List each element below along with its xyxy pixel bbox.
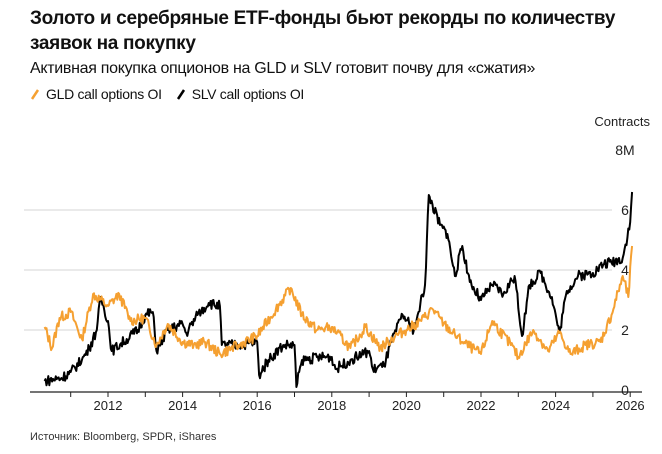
y-tick-label: 2 [621, 322, 629, 338]
chart-subtitle: Активная покупка опционов на GLD и SLV г… [30, 60, 536, 77]
x-tick-label: 2026 [616, 398, 645, 413]
x-tick-label: 2024 [541, 398, 570, 413]
orange-line-swatch-icon [30, 89, 40, 100]
y-tick-label: 4 [621, 262, 629, 278]
x-tick-label: 2022 [467, 398, 496, 413]
black-line-swatch-icon [176, 89, 185, 100]
x-tick-label: 2014 [168, 398, 197, 413]
gld-series-line [43, 245, 634, 361]
legend-label-slv: SLV call options OI [191, 86, 305, 102]
y-tick-label: 0 [621, 382, 629, 398]
chart-title: Золото и серебряные ETF-фонды бьют рекор… [30, 8, 616, 54]
legend-item-gld: GLD call options OI [30, 86, 162, 102]
x-tick-label: 2018 [317, 398, 346, 413]
y-tick-label: 6 [621, 202, 629, 218]
slv-series-line [43, 191, 634, 388]
legend-label-gld: GLD call options OI [46, 86, 162, 102]
x-tick-label: 2016 [243, 398, 272, 413]
y-axis-label: Contracts [594, 114, 650, 129]
x-tick-label: 2020 [392, 398, 421, 413]
y-tick-label: 8M [615, 142, 634, 158]
x-tick-label: 2012 [94, 398, 123, 413]
legend: GLD call options OI SLV call options OI [30, 86, 304, 102]
source-note: Источник: Bloomberg, SPDR, iShares [30, 431, 217, 443]
legend-item-slv: SLV call options OI [176, 86, 304, 102]
